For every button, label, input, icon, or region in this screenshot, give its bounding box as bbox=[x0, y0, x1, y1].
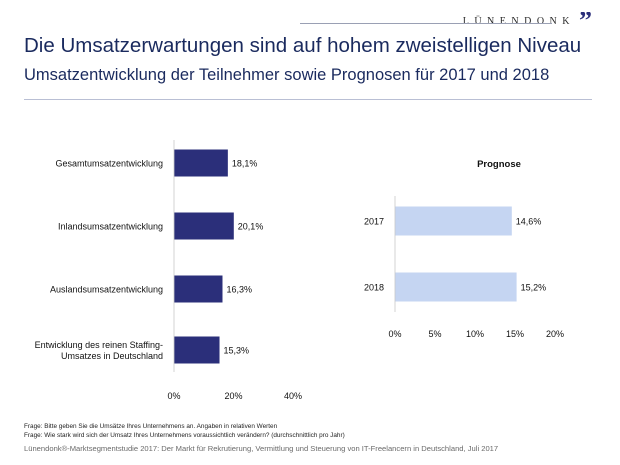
right-bar-1 bbox=[395, 206, 512, 236]
right-value-label-2: 15,2% bbox=[521, 283, 547, 293]
footnote-question-1: Frage: Bitte geben Sie die Umsätze Ihres… bbox=[24, 423, 278, 430]
left-category-label-4-line-1: Entwicklung des reinen Staffing- bbox=[35, 340, 163, 350]
left-category-label-2: Inlandsumsatzentwicklung bbox=[58, 222, 163, 232]
page-title: Die Umsatzerwartungen sind auf hohem zwe… bbox=[24, 34, 582, 57]
right-tick-label-5: 20% bbox=[546, 329, 564, 339]
brand-name: LÜNENDONK bbox=[462, 15, 575, 27]
brand-rule bbox=[300, 23, 552, 24]
left-value-label-2: 20,1% bbox=[238, 222, 264, 232]
left-tick-label-2: 20% bbox=[224, 391, 242, 401]
left-bar-3 bbox=[174, 275, 223, 303]
right-tick-label-1: 0% bbox=[388, 329, 401, 339]
left-bar-2 bbox=[174, 212, 234, 240]
footnote-source: Lünendonk®-Marktsegmentstudie 2017: Der … bbox=[24, 444, 499, 453]
left-bar-4 bbox=[174, 336, 220, 364]
left-category-label-1: Gesamtumsatzentwicklung bbox=[55, 159, 163, 169]
right-value-label-1: 14,6% bbox=[516, 217, 542, 227]
right-tick-label-4: 15% bbox=[506, 329, 524, 339]
right-category-label-1: 2017 bbox=[364, 217, 384, 227]
left-value-label-3: 16,3% bbox=[226, 285, 252, 295]
left-tick-label-3: 40% bbox=[284, 391, 302, 401]
right-chart-title: Prognose bbox=[477, 159, 521, 170]
brand-quote-mark: ” bbox=[579, 12, 592, 30]
left-value-label-4: 15,3% bbox=[224, 346, 250, 356]
left-category-label-3: Auslandsumsatzentwicklung bbox=[50, 285, 163, 295]
footnote-question-2: Frage: Wie stark wird sich der Umsatz Ih… bbox=[24, 432, 345, 439]
right-bar-2 bbox=[395, 272, 517, 302]
left-value-label-1: 18,1% bbox=[232, 159, 258, 169]
page-subtitle: Umsatzentwicklung der Teilnehmer sowie P… bbox=[24, 66, 550, 84]
left-bar-1 bbox=[174, 149, 228, 177]
left-tick-label-1: 0% bbox=[167, 391, 180, 401]
left-category-label-4-line-2: Umsatzes in Deutschland bbox=[61, 351, 163, 361]
header-divider bbox=[24, 99, 592, 100]
right-category-label-2: 2018 bbox=[364, 283, 384, 293]
right-tick-label-2: 5% bbox=[428, 329, 441, 339]
right-tick-label-3: 10% bbox=[466, 329, 484, 339]
brand-logo: LÜNENDONK ” bbox=[463, 12, 592, 30]
